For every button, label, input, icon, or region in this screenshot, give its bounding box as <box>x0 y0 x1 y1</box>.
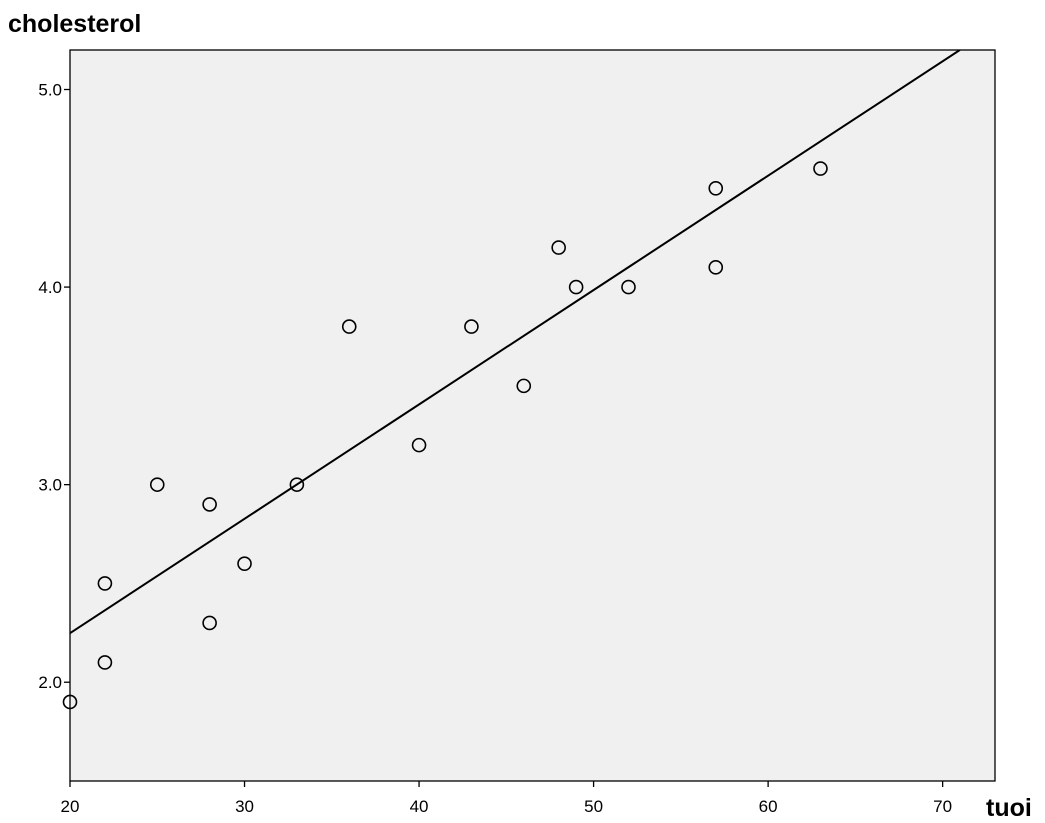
x-axis-title: tuoi <box>986 794 1032 822</box>
x-tick-label: 60 <box>759 797 778 816</box>
y-tick-label: 4.0 <box>38 278 62 297</box>
x-tick-label: 20 <box>61 797 80 816</box>
x-tick-label: 30 <box>235 797 254 816</box>
y-axis-title: cholesterol <box>8 10 141 38</box>
y-tick-label: 2.0 <box>38 673 62 692</box>
plot-area: 2.0 3.0 4.0 5.0 20 30 40 50 60 70 <box>38 50 995 816</box>
y-tick-label: 5.0 <box>38 81 62 100</box>
plot-background <box>70 50 995 781</box>
x-tick-label: 40 <box>410 797 429 816</box>
x-tick-label: 50 <box>584 797 603 816</box>
x-tick-label: 70 <box>933 797 952 816</box>
y-tick-label: 3.0 <box>38 476 62 495</box>
